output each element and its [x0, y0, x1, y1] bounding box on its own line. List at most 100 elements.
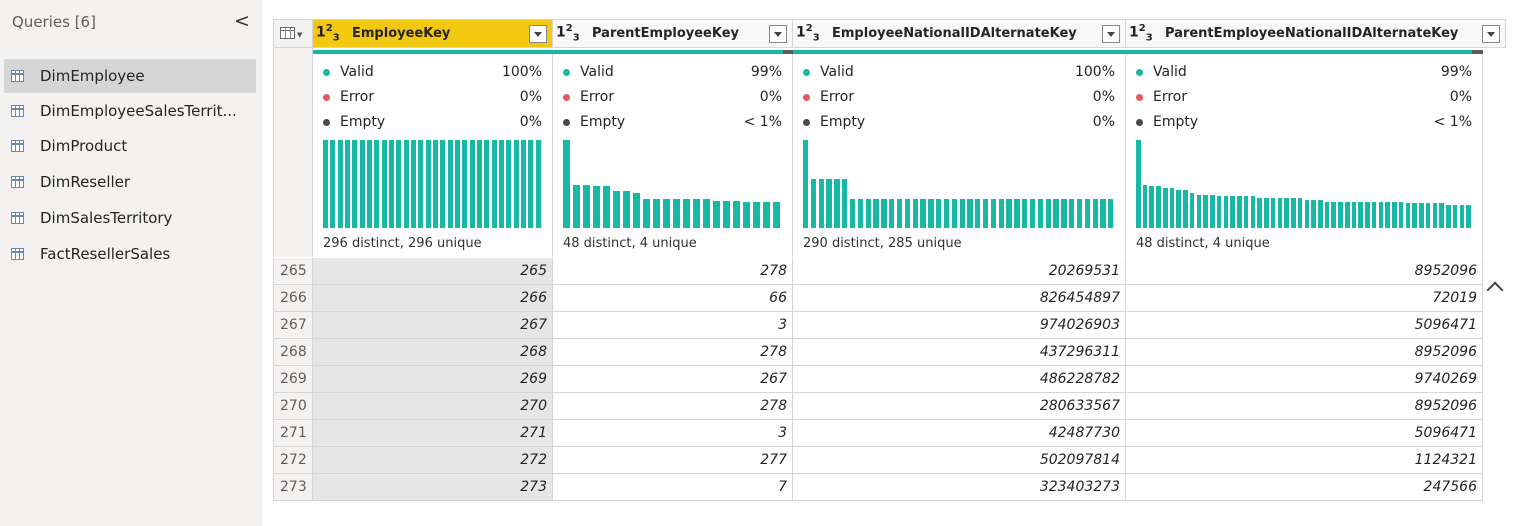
- table-cell[interactable]: 66: [553, 285, 793, 312]
- query-item-dimreseller[interactable]: DimReseller: [4, 165, 256, 199]
- value-distribution-histogram[interactable]: [803, 140, 1115, 245]
- histogram-bar[interactable]: [1405, 203, 1411, 228]
- histogram-bar[interactable]: [1358, 201, 1363, 228]
- histogram-bar[interactable]: [462, 140, 468, 228]
- histogram-bar[interactable]: [345, 140, 350, 228]
- row-number[interactable]: 271: [273, 420, 313, 447]
- histogram-bar[interactable]: [1230, 196, 1235, 228]
- histogram-bar[interactable]: [535, 140, 541, 228]
- table-row[interactable]: 269 269 267 486228782 9740269: [273, 366, 1483, 393]
- histogram-bar[interactable]: [513, 140, 519, 228]
- histogram-bar[interactable]: [1210, 194, 1215, 228]
- table-cell[interactable]: 267: [313, 312, 553, 339]
- histogram-bar[interactable]: [713, 200, 720, 228]
- histogram-bar[interactable]: [337, 140, 343, 228]
- table-row[interactable]: 267 267 3 974026903 5096471: [273, 312, 1483, 339]
- histogram-bar[interactable]: [1189, 192, 1195, 228]
- table-cell[interactable]: 265: [313, 258, 553, 285]
- histogram-bar[interactable]: [1069, 198, 1075, 228]
- row-number[interactable]: 272: [273, 447, 313, 474]
- histogram-bar[interactable]: [1277, 198, 1283, 228]
- table-cell[interactable]: 278: [553, 339, 793, 366]
- histogram-bar[interactable]: [613, 191, 620, 228]
- table-cell[interactable]: 278: [553, 393, 793, 420]
- histogram-bar[interactable]: [1398, 201, 1404, 228]
- table-cell[interactable]: 247566: [1126, 474, 1483, 501]
- histogram-bar[interactable]: [484, 140, 490, 228]
- table-cell[interactable]: 266: [313, 285, 553, 312]
- histogram-bar[interactable]: [1029, 198, 1036, 228]
- histogram-bar[interactable]: [491, 140, 497, 228]
- histogram-bar[interactable]: [1156, 185, 1161, 228]
- column-header-parentemployeekey[interactable]: 123 ParentEmployeeKey: [553, 19, 793, 48]
- error-stat[interactable]: Error 0%: [803, 87, 1115, 107]
- histogram-bar[interactable]: [1196, 194, 1202, 228]
- histogram-bar[interactable]: [447, 140, 453, 228]
- value-distribution-histogram[interactable]: [563, 140, 782, 245]
- histogram-bar[interactable]: [1006, 198, 1012, 228]
- table-row[interactable]: 271 271 3 42487730 5096471: [273, 420, 1483, 447]
- histogram-bar[interactable]: [773, 201, 780, 228]
- histogram-bar[interactable]: [967, 198, 973, 228]
- histogram-bar[interactable]: [763, 201, 770, 228]
- whole-number-type-icon[interactable]: 123: [796, 23, 820, 44]
- valid-stat[interactable]: Valid 100%: [803, 62, 1115, 82]
- histogram-bar[interactable]: [1183, 190, 1188, 228]
- histogram-bar[interactable]: [1092, 198, 1098, 228]
- table-cell[interactable]: 8952096: [1126, 339, 1483, 366]
- row-number[interactable]: 270: [273, 393, 313, 420]
- empty-stat[interactable]: Empty < 1%: [563, 112, 782, 132]
- histogram-bar[interactable]: [1243, 196, 1249, 228]
- table-cell[interactable]: 273: [313, 474, 553, 501]
- query-item-dimemployee[interactable]: DimEmployee: [4, 59, 256, 93]
- table-cell[interactable]: 323403273: [793, 474, 1126, 501]
- histogram-bar[interactable]: [1108, 198, 1114, 228]
- histogram-bar[interactable]: [1412, 203, 1417, 228]
- histogram-bar[interactable]: [857, 198, 864, 228]
- histogram-bar[interactable]: [703, 198, 710, 228]
- histogram-bar[interactable]: [1311, 199, 1316, 228]
- histogram-bar[interactable]: [455, 140, 460, 228]
- histogram-bar[interactable]: [425, 140, 431, 228]
- table-cell[interactable]: 268: [313, 339, 553, 366]
- histogram-bar[interactable]: [920, 198, 926, 228]
- histogram-bar[interactable]: [1264, 198, 1269, 228]
- histogram-bar[interactable]: [849, 198, 856, 228]
- histogram-bar[interactable]: [865, 198, 871, 228]
- column-header-employeekey[interactable]: 123 EmployeeKey: [313, 19, 553, 48]
- histogram-bar[interactable]: [1250, 196, 1256, 228]
- histogram-bar[interactable]: [818, 178, 824, 228]
- valid-stat[interactable]: Valid 100%: [323, 62, 542, 82]
- histogram-bar[interactable]: [418, 140, 424, 228]
- whole-number-type-icon[interactable]: 123: [1129, 23, 1153, 44]
- histogram-bar[interactable]: [683, 198, 690, 228]
- histogram-bar[interactable]: [1425, 203, 1431, 228]
- histogram-bar[interactable]: [753, 201, 760, 228]
- histogram-bar[interactable]: [389, 140, 394, 228]
- histogram-bar[interactable]: [593, 185, 600, 228]
- histogram-bar[interactable]: [1037, 198, 1044, 228]
- histogram-bar[interactable]: [943, 198, 950, 228]
- collapse-queries-button[interactable]: <: [234, 10, 250, 32]
- whole-number-type-icon[interactable]: 123: [556, 23, 580, 44]
- histogram-bar[interactable]: [975, 198, 981, 228]
- histogram-bar[interactable]: [506, 140, 512, 228]
- table-cell[interactable]: 7: [553, 474, 793, 501]
- histogram-bar[interactable]: [1045, 198, 1051, 228]
- table-cell[interactable]: 20269531: [793, 258, 1126, 285]
- histogram-bar[interactable]: [1136, 140, 1141, 228]
- histogram-bar[interactable]: [440, 140, 446, 228]
- histogram-bar[interactable]: [1223, 196, 1229, 228]
- table-cell[interactable]: 8952096: [1126, 393, 1483, 420]
- histogram-bar[interactable]: [521, 140, 526, 228]
- query-item-factresellersales[interactable]: FactResellerSales: [4, 237, 256, 271]
- table-row[interactable]: 273 273 7 323403273 247566: [273, 474, 1483, 501]
- histogram-bar[interactable]: [381, 140, 387, 228]
- column-filter-dropdown[interactable]: [529, 24, 547, 43]
- table-row[interactable]: 272 272 277 502097814 1124321: [273, 447, 1483, 474]
- histogram-bar[interactable]: [323, 140, 328, 228]
- column-header-parentemployeenationalidalternatekey[interactable]: 123 ParentEmployeeNationalIDAlternateKey: [1126, 19, 1506, 48]
- scroll-up-icon[interactable]: [1485, 278, 1505, 298]
- histogram-bar[interactable]: [359, 140, 365, 228]
- table-cell[interactable]: 269: [313, 366, 553, 393]
